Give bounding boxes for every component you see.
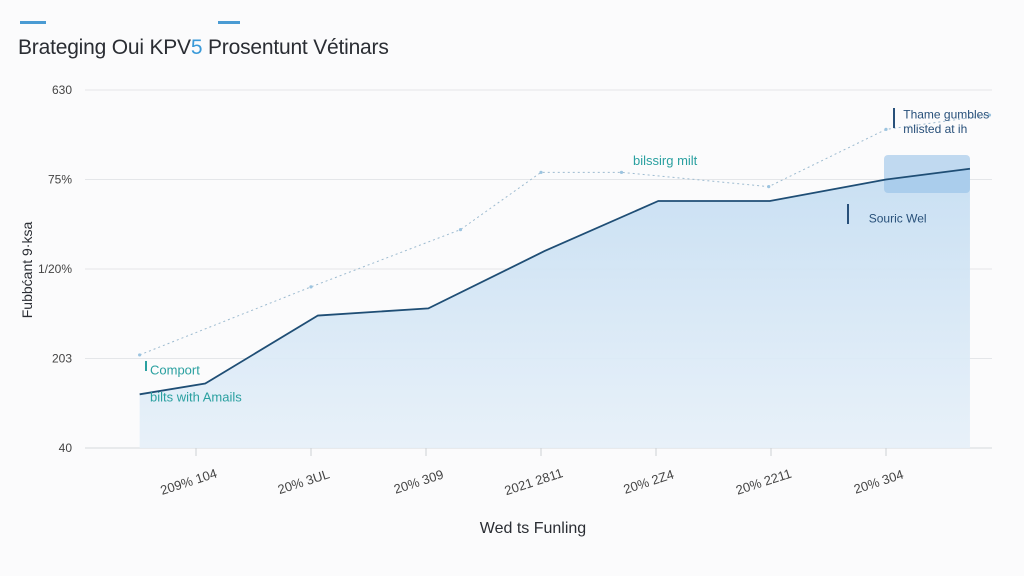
x-tick-label: 20% 3UL	[276, 466, 332, 497]
title-accent-left	[20, 21, 46, 24]
x-tick-label: 20% 304	[852, 467, 905, 497]
x-tick-label: 20% 309	[392, 467, 445, 497]
trend-point	[458, 228, 463, 232]
y-tick-label: 40	[59, 441, 73, 455]
trend-point	[138, 353, 142, 357]
y-tick-label: 630	[52, 83, 72, 97]
annotation-label: bilts with Amails	[150, 389, 242, 404]
trend-point	[987, 113, 992, 117]
x-tick-label: 209% 104	[158, 466, 218, 498]
chart-title: Brateging Oui KPV5 Prosentunt Vétinars	[18, 36, 389, 60]
area-fill	[139, 168, 970, 448]
trend-point	[884, 127, 888, 131]
y-tick-label: 75%	[48, 173, 72, 187]
trend-point	[767, 185, 771, 189]
title-accent-right	[218, 21, 240, 24]
trend-point	[619, 170, 624, 174]
annotation-label: bilssirg milt	[633, 153, 698, 168]
trend-point	[539, 170, 543, 174]
annotation-label: Comport	[150, 363, 200, 378]
series-line	[139, 167, 971, 396]
title-highlight: 5	[190, 36, 203, 59]
trend-line	[139, 114, 990, 356]
annotation-label: mlisted at ih	[903, 122, 967, 136]
x-tick-label: 20% 2211	[734, 466, 793, 498]
annotation-label: Thame gumbles	[903, 108, 989, 122]
trend-point	[309, 285, 313, 289]
annotation-label: Souric Wel	[869, 211, 927, 225]
x-tick-label: 2021 2811	[503, 465, 565, 498]
x-tick-label: 20% 2Z4	[622, 467, 676, 497]
title-text-1: Brateging Oui KPV	[18, 36, 191, 59]
y-axis-label: Fubbćant 9·ksa	[19, 222, 35, 319]
y-tick-label: 1/20%	[38, 262, 72, 276]
x-axis-label: Wed ts Funling	[480, 520, 586, 537]
title-text-2: Prosentunt Vétinars	[202, 36, 389, 59]
y-tick-label: 203	[52, 352, 72, 366]
